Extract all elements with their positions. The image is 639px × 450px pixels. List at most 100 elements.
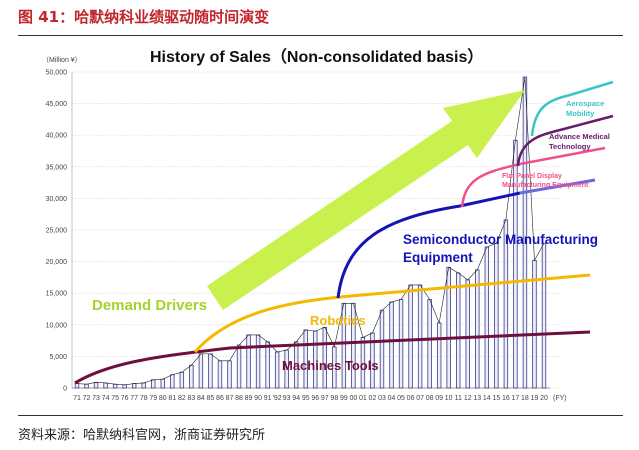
x-tick-label: 12 bbox=[464, 395, 472, 402]
bar bbox=[541, 242, 547, 389]
x-tick-label: 02 bbox=[369, 395, 377, 402]
x-tick-label: 84 bbox=[197, 395, 205, 402]
y-axis: 0 5,000 10,000 15,000 20,000 25,000 30,000 35,0… bbox=[46, 70, 550, 393]
bar bbox=[74, 383, 80, 389]
bar bbox=[484, 246, 490, 389]
x-tick-label: 03 bbox=[378, 395, 386, 402]
bar bbox=[131, 383, 137, 389]
x-tick-label: 11 bbox=[455, 395, 462, 402]
x-tick-label: 17 bbox=[512, 395, 520, 402]
x-tick-label: 75 bbox=[111, 395, 119, 402]
x-axis-label: (FY) bbox=[553, 395, 567, 402]
x-tick-label: 86 bbox=[216, 395, 224, 402]
bar bbox=[446, 266, 451, 389]
x-tick-label: 18 bbox=[521, 395, 529, 402]
semiconductor-label-line1: Semiconductor Manufacturing bbox=[403, 232, 598, 247]
y-tick-label: 30,000 bbox=[46, 196, 68, 203]
x-tick-label: 00 bbox=[349, 395, 357, 402]
y-tick-label: 45,000 bbox=[46, 101, 68, 108]
x-tick-label: 97 bbox=[321, 395, 329, 402]
bar bbox=[84, 383, 89, 389]
x-tick-label: 88 bbox=[235, 395, 243, 402]
y-tick-label: 35,000 bbox=[46, 164, 68, 171]
medical-curve bbox=[516, 114, 614, 167]
bar bbox=[208, 353, 213, 389]
bar bbox=[465, 279, 470, 389]
machine-tools-curve bbox=[74, 330, 591, 385]
aerospace-label-line2: Mobility bbox=[566, 109, 595, 118]
x-tick-label: 71 bbox=[73, 395, 81, 402]
aerospace-curve bbox=[530, 80, 614, 137]
bar bbox=[112, 383, 118, 389]
x-tick-label: 83 bbox=[187, 395, 195, 402]
x-tick-label: 85 bbox=[207, 395, 215, 402]
bar bbox=[475, 269, 480, 389]
x-tick-label: 96 bbox=[311, 395, 319, 402]
x-tick-label: 94 bbox=[292, 395, 300, 402]
y-tick-label: 15,000 bbox=[46, 291, 68, 298]
bar bbox=[103, 382, 108, 389]
bar bbox=[417, 284, 423, 389]
x-tick-label: 16 bbox=[502, 395, 510, 402]
y-unit-label: （Million ¥） bbox=[42, 56, 82, 64]
robotics-curve bbox=[193, 273, 591, 353]
source-note: 资料来源：哈默纳科官网，浙商证券研究所 bbox=[18, 428, 266, 443]
bars bbox=[74, 76, 547, 389]
fpd-curve-extension bbox=[519, 146, 606, 166]
x-tick-label: '92 bbox=[273, 395, 282, 402]
x-tick-label: 05 bbox=[397, 395, 405, 402]
x-tick-label: 13 bbox=[473, 395, 481, 402]
medical-label-line1: Advance Medical bbox=[549, 132, 610, 141]
x-tick-label: 06 bbox=[407, 395, 415, 402]
bar bbox=[217, 360, 223, 389]
x-tick-label: 87 bbox=[226, 395, 234, 402]
y-tick-label: 50,000 bbox=[46, 70, 68, 77]
bar bbox=[379, 309, 385, 389]
bar bbox=[246, 334, 251, 389]
y-tick-label: 10,000 bbox=[46, 322, 68, 329]
y-tick-label: 40,000 bbox=[46, 133, 68, 140]
bar bbox=[436, 322, 442, 389]
x-tick-label: 72 bbox=[83, 395, 91, 402]
bar bbox=[389, 301, 394, 389]
x-tick-label: 15 bbox=[492, 395, 500, 402]
bar bbox=[456, 272, 461, 389]
x-tick-label: 01 bbox=[359, 395, 367, 402]
x-tick-label: 80 bbox=[159, 395, 167, 402]
fpd-curve bbox=[460, 162, 521, 208]
y-tick-label: 0 bbox=[63, 386, 67, 393]
y-tick-label: 20,000 bbox=[46, 259, 68, 266]
fpd-label-line1: Flat Panel Display bbox=[502, 173, 562, 180]
x-tick-label: 93 bbox=[283, 395, 291, 402]
x-tick-label: 99 bbox=[340, 395, 348, 402]
bar bbox=[236, 344, 242, 389]
y-tick-label: 5,000 bbox=[49, 354, 67, 361]
bar bbox=[427, 299, 432, 389]
x-tick-label: 09 bbox=[435, 395, 443, 402]
semiconductor-curve bbox=[336, 191, 521, 299]
x-tick-label: 76 bbox=[121, 395, 129, 402]
x-axis: 71 72 73 74 75 76 77 78 79 80 81 82 83 84 85 86 87 88 89 90… bbox=[73, 395, 548, 402]
x-tick-label: 10 bbox=[445, 395, 453, 402]
demand-drivers-label: Demand Drivers bbox=[92, 297, 207, 314]
x-tick-label: 78 bbox=[140, 395, 148, 402]
x-tick-label: 08 bbox=[426, 395, 434, 402]
semiconductor-label-line2: Equipment bbox=[403, 250, 473, 265]
bar bbox=[160, 378, 165, 389]
x-tick-label: 77 bbox=[130, 395, 138, 402]
bar bbox=[122, 384, 127, 389]
x-tick-label: 90 bbox=[254, 395, 262, 402]
bar bbox=[179, 371, 185, 389]
robotics-label: Robotics bbox=[310, 313, 366, 328]
aerospace-label-line1: Aerospace bbox=[566, 99, 604, 108]
x-tick-label: 91 bbox=[264, 395, 272, 402]
x-tick-label: 20 bbox=[540, 395, 548, 402]
bar bbox=[398, 299, 404, 389]
x-tick-label: 89 bbox=[245, 395, 253, 402]
bar bbox=[141, 382, 146, 389]
y-tick-label: 25,000 bbox=[46, 228, 68, 235]
x-tick-label: 07 bbox=[416, 395, 424, 402]
bar bbox=[265, 341, 270, 389]
top-divider bbox=[18, 35, 623, 36]
bar bbox=[198, 353, 204, 389]
